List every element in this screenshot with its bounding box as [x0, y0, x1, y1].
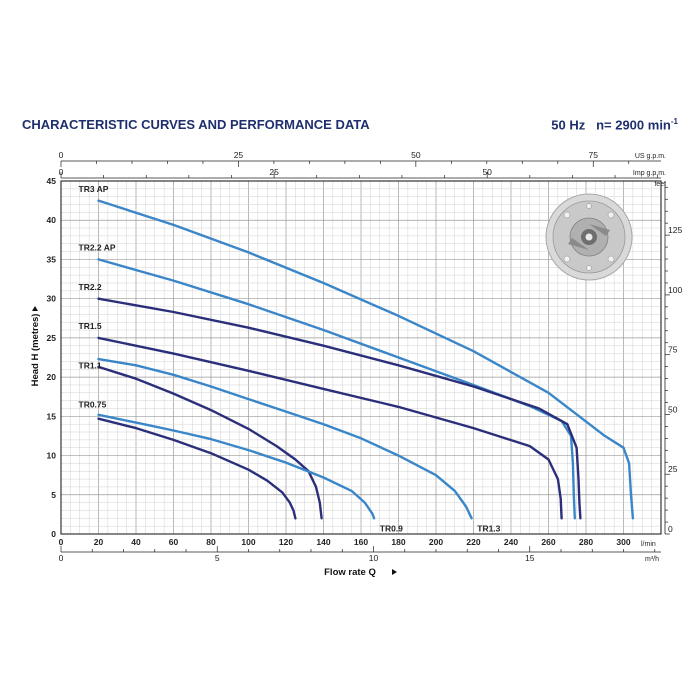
x-tick-label: 60: [169, 537, 179, 547]
y-tick-label: 10: [47, 451, 57, 461]
y-tick-label: 30: [47, 294, 57, 304]
feet-tick-label: 75: [668, 345, 678, 355]
performance-curves: [97, 199, 635, 520]
curve-tr3-ap: [97, 199, 635, 520]
imp-gpm-unit-label: Imp g.p.m.: [633, 170, 666, 177]
feet-tick-label: 50: [668, 404, 678, 414]
series-label: TR0.9: [380, 524, 403, 534]
frequency-label: 50 Hz: [551, 117, 586, 133]
us-gpm-unit-label: US g.p.m.: [635, 153, 666, 160]
y-tick-label: 45: [47, 176, 57, 186]
imp-gpm-tick-label: 50: [482, 167, 492, 177]
x-tick-label: 40: [131, 537, 141, 547]
us-gpm-tick-label: 75: [589, 150, 599, 160]
y-axis-arrow-icon: [32, 306, 38, 311]
us-gpm-tick-label: 50: [411, 150, 421, 160]
y-tick-label: 0: [51, 529, 56, 539]
chart-header-title: CHARACTERISTIC CURVES AND PERFORMANCE DA…: [22, 117, 370, 132]
feet-tick-label: 100: [668, 285, 682, 295]
m3h-tick-label: 10: [369, 553, 379, 563]
series-label: TR0.75: [79, 399, 107, 409]
y-tick-label: 20: [47, 372, 57, 382]
x-tick-label: 200: [429, 537, 443, 547]
y-tick-label: 15: [47, 411, 57, 421]
plot-frame: [60, 180, 662, 535]
series-label: TR3 AP: [79, 184, 109, 194]
x-axis-arrow-icon: [392, 569, 397, 575]
series-label: TR2.2 AP: [79, 243, 116, 253]
feet-tick-label: 0: [668, 524, 673, 534]
us-gpm-tick-label: 25: [234, 150, 244, 160]
series-label: TR1.1: [79, 360, 102, 370]
imp-gpm-tick-label: 0: [59, 167, 64, 177]
m3h-tick-label: 0: [59, 553, 64, 563]
y-tick-label: 35: [47, 254, 57, 264]
m3h-unit-label: m³/h: [645, 556, 659, 563]
y-tick-label: 25: [47, 333, 57, 343]
series-label: TR1.5: [79, 321, 102, 331]
x-tick-label: 140: [316, 537, 330, 547]
x-tick-label: 20: [94, 537, 104, 547]
curve-tr1-5: [97, 336, 563, 520]
x-tick-label: 220: [466, 537, 480, 547]
m3h-tick-label: 5: [215, 553, 220, 563]
x-tick-label: 160: [354, 537, 368, 547]
curve-tr2-2-ap: [97, 258, 576, 520]
plot-border: [60, 180, 662, 535]
x-tick-label: 280: [579, 537, 593, 547]
feet-tick-label: 25: [668, 464, 678, 474]
x-tick-label: 260: [541, 537, 555, 547]
imp-gpm-tick-label: 25: [269, 167, 279, 177]
y-tick-label: 40: [47, 215, 57, 225]
chart-header-spec: 50 Hz n= 2900 min-1: [551, 117, 678, 132]
curve-tr2-2: [97, 297, 582, 520]
curve-tr0-9: [97, 413, 376, 520]
x-tick-label: 240: [504, 537, 518, 547]
us-gpm-tick-label: 0: [59, 150, 64, 160]
x-tick-label: 80: [206, 537, 216, 547]
x-tick-label: 120: [279, 537, 293, 547]
x-unit-label: l/min: [641, 541, 656, 548]
x-tick-label: 180: [391, 537, 405, 547]
series-label: TR2.2: [79, 282, 102, 292]
axis-ticks: 0 20 40 60 80 100 120 140 160 180 200 220 240 260 280 3…: [47, 150, 683, 563]
pump-image: [545, 193, 633, 281]
x-tick-label: 0: [59, 537, 64, 547]
feet-unit-label: feet: [654, 181, 666, 188]
x-tick-label: 100: [241, 537, 255, 547]
curve-tr0-75: [97, 417, 297, 520]
m3h-tick-label: 15: [525, 553, 535, 563]
curve-tr1-1: [97, 365, 323, 520]
y-tick-label: 5: [51, 490, 56, 500]
feet-tick-label: 125: [668, 225, 682, 235]
y-axis-title: Head H (metres): [30, 314, 41, 387]
speed-label: n= 2900 min: [596, 117, 671, 133]
curve-tr1-3: [97, 357, 473, 520]
series-labels: TR3 AP TR2.2 AP TR2.2 TR1.5 TR1.3 TR1.1 TR0.9 T…: [79, 184, 501, 534]
x-tick-label: 300: [616, 537, 630, 547]
series-label: TR1.3: [477, 524, 500, 534]
speed-exponent: -1: [670, 117, 678, 126]
x-axis-title: Flow rate Q: [324, 567, 376, 578]
